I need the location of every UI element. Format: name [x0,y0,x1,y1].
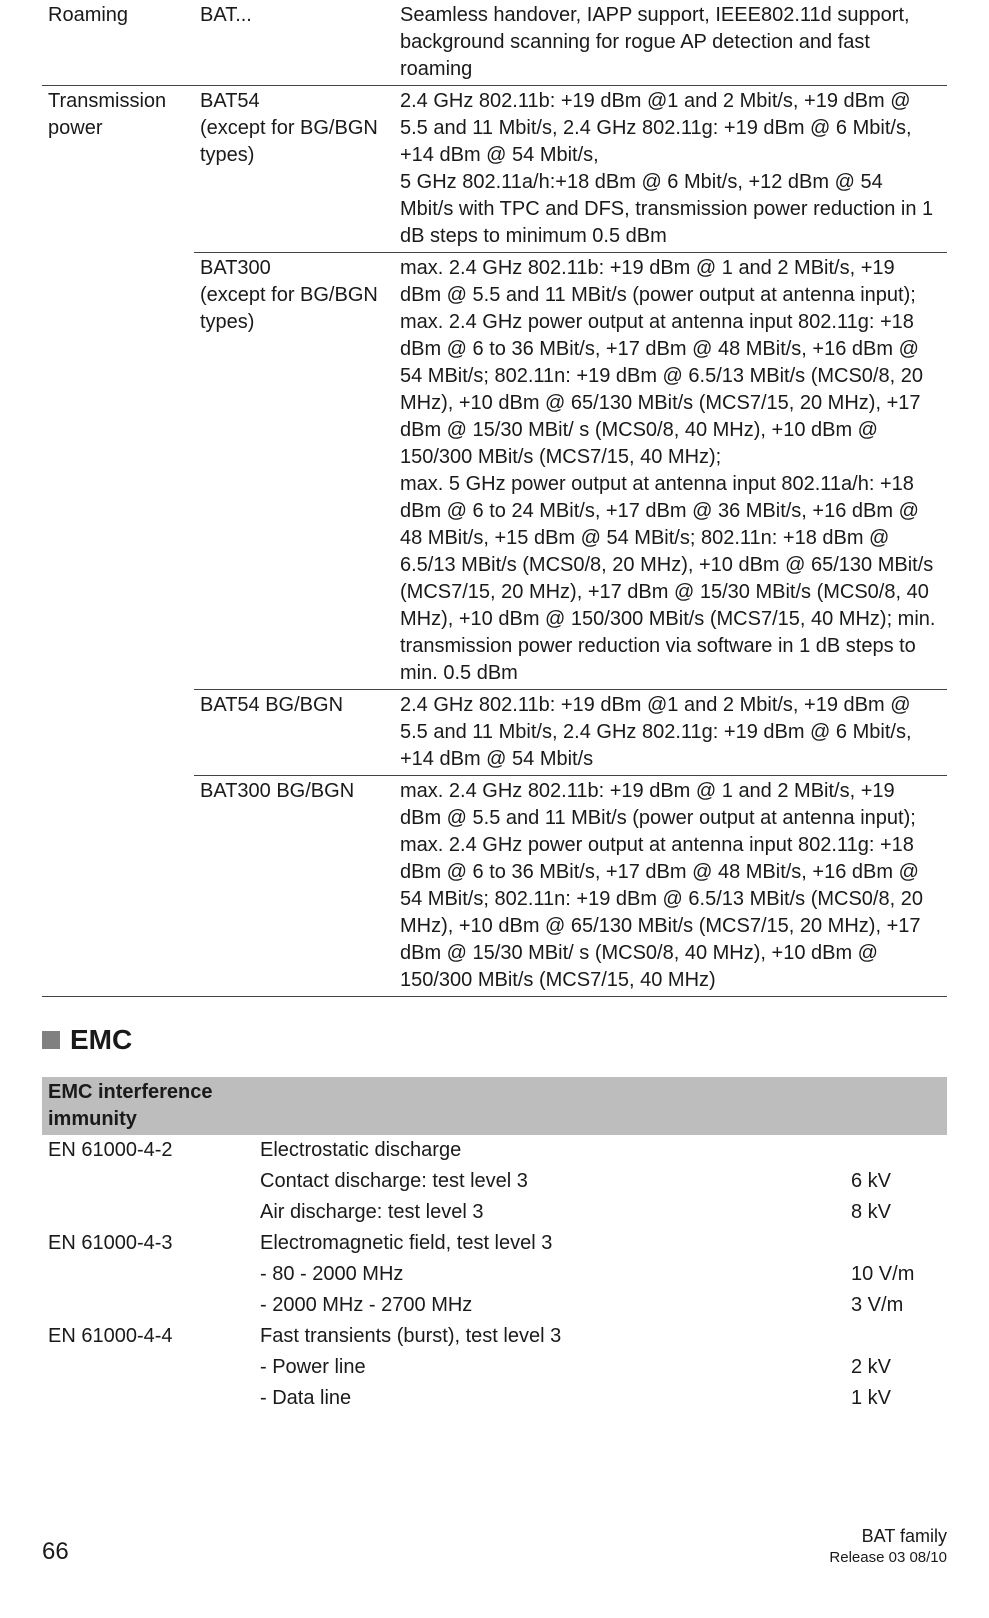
emc-desc: - Power line [254,1352,845,1383]
table-row: BAT54 BG/BGN2.4 GHz 802.11b: +19 dBm @1 … [42,690,947,776]
spec-col-desc: max. 2.4 GHz 802.11b: +19 dBm @ 1 and 2 … [394,776,947,997]
emc-value [845,1135,947,1166]
page-number: 66 [42,1536,69,1568]
spec-col-desc: 2.4 GHz 802.11b: +19 dBm @1 and 2 Mbit/s… [394,86,947,253]
emc-desc: - Data line [254,1383,845,1414]
emc-standard [42,1383,254,1414]
table-row: EN 61000-4-3Electromagnetic field, test … [42,1228,947,1259]
emc-table: EMC interference immunity EN 61000-4-2El… [42,1077,947,1414]
section-heading: EMC [42,1021,947,1059]
emc-header: EMC interference immunity [42,1077,947,1135]
table-row: Transmission powerBAT54 (except for BG/B… [42,86,947,253]
table-row: Contact discharge: test level 36 kV [42,1166,947,1197]
page: RoamingBAT...Seamless handover, IAPP sup… [0,0,989,1588]
table-row: - 80 - 2000 MHz10 V/m [42,1259,947,1290]
emc-standard [42,1259,254,1290]
emc-desc: Electrostatic discharge [254,1135,845,1166]
spec-col-category [42,253,194,690]
emc-value [845,1321,947,1352]
emc-desc: - 2000 MHz - 2700 MHz [254,1290,845,1321]
spec-col-model: BAT300 (except for BG/BGN types) [194,253,394,690]
spec-table: RoamingBAT...Seamless handover, IAPP sup… [42,0,947,997]
table-row: - 2000 MHz - 2700 MHz3 V/m [42,1290,947,1321]
emc-desc: Air discharge: test level 3 [254,1197,845,1228]
emc-standard [42,1290,254,1321]
emc-standard: EN 61000-4-4 [42,1321,254,1352]
spec-col-model: BAT54 BG/BGN [194,690,394,776]
emc-desc: Contact discharge: test level 3 [254,1166,845,1197]
table-row: Air discharge: test level 38 kV [42,1197,947,1228]
emc-value: 3 V/m [845,1290,947,1321]
emc-standard: EN 61000-4-3 [42,1228,254,1259]
emc-desc: - 80 - 2000 MHz [254,1259,845,1290]
table-row: BAT300 (except for BG/BGN types)max. 2.4… [42,253,947,690]
emc-standard [42,1352,254,1383]
emc-value: 6 kV [845,1166,947,1197]
emc-value: 2 kV [845,1352,947,1383]
emc-value: 1 kV [845,1383,947,1414]
emc-desc: Fast transients (burst), test level 3 [254,1321,845,1352]
table-row: - Power line2 kV [42,1352,947,1383]
spec-col-model: BAT300 BG/BGN [194,776,394,997]
section-title: EMC [70,1021,132,1059]
table-row: EN 61000-4-4Fast transients (burst), tes… [42,1321,947,1352]
emc-standard: EN 61000-4-2 [42,1135,254,1166]
footer-release: Release 03 08/10 [829,1548,947,1568]
spec-col-model: BAT54 (except for BG/BGN types) [194,86,394,253]
table-row [42,997,947,998]
spec-col-desc: max. 2.4 GHz 802.11b: +19 dBm @ 1 and 2 … [394,253,947,690]
table-row: - Data line1 kV [42,1383,947,1414]
footer-product: BAT family [829,1524,947,1548]
emc-value: 10 V/m [845,1259,947,1290]
page-footer: 66 BAT family Release 03 08/10 [42,1524,947,1569]
spec-col-category [42,776,194,997]
emc-standard [42,1166,254,1197]
footer-right: BAT family Release 03 08/10 [829,1524,947,1569]
emc-value [845,1228,947,1259]
emc-standard [42,1197,254,1228]
spec-col-category: Transmission power [42,86,194,253]
table-row: EN 61000-4-2Electrostatic discharge [42,1135,947,1166]
spec-col-desc: Seamless handover, IAPP support, IEEE802… [394,0,947,86]
emc-desc: Electromagnetic field, test level 3 [254,1228,845,1259]
table-row: BAT300 BG/BGNmax. 2.4 GHz 802.11b: +19 d… [42,776,947,997]
square-bullet-icon [42,1031,60,1049]
spec-col-desc: 2.4 GHz 802.11b: +19 dBm @1 and 2 Mbit/s… [394,690,947,776]
spec-col-category: Roaming [42,0,194,86]
spec-col-model: BAT... [194,0,394,86]
emc-value: 8 kV [845,1197,947,1228]
spec-col-category [42,690,194,776]
table-row: RoamingBAT...Seamless handover, IAPP sup… [42,0,947,86]
